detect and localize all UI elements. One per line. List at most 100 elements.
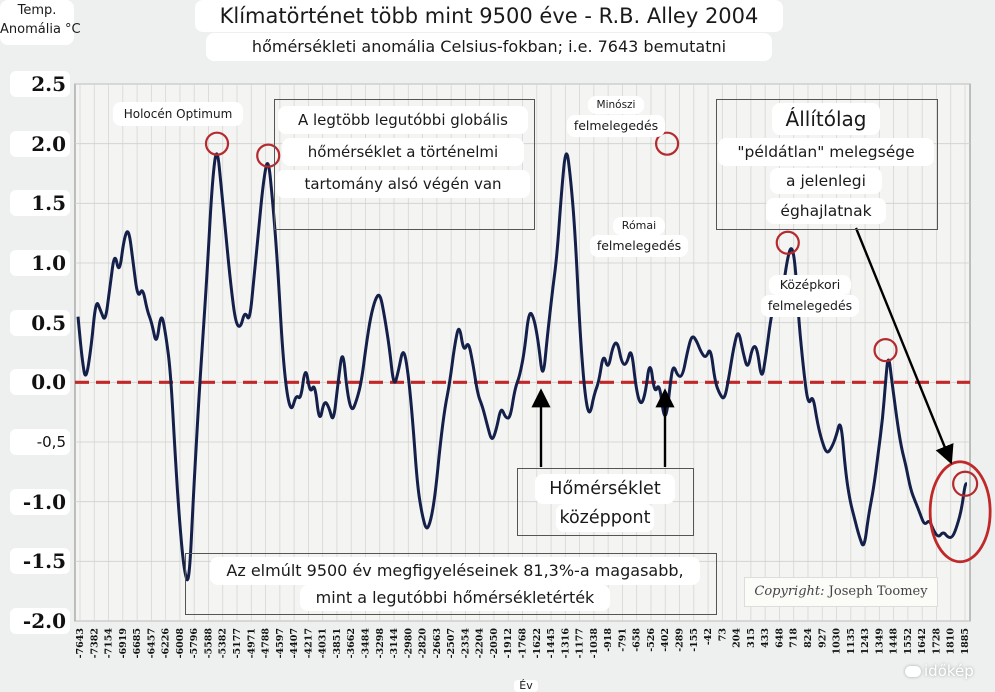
y-tick-label: 1.0	[10, 250, 70, 276]
center-line-2: középpont	[556, 504, 654, 532]
watermark: időkép	[905, 660, 989, 682]
x-tick-label: -1445	[546, 628, 557, 658]
x-tick-labels: -7643 -7382 -7154 -6919 -6685 -6457 -6226 -6008…	[75, 628, 971, 659]
x-tick-label: 1642	[917, 628, 928, 654]
y-tick-label: -1.5	[10, 548, 70, 575]
temperature-series-line	[76, 152, 968, 582]
y-axis-label-line2: Anomália °C	[0, 22, 81, 37]
x-tick-label: 1728	[931, 628, 942, 655]
x-tick-label: -6919	[118, 628, 129, 659]
x-tick-label: -4971	[246, 628, 257, 658]
x-tick-label: 1243	[860, 628, 871, 654]
unprecedented-line-1: Állítólag	[772, 103, 880, 135]
x-tick-label: -526	[646, 628, 657, 652]
x-tick-label: -2980	[403, 628, 414, 659]
x-tick-label: 648	[774, 628, 785, 648]
x-tick-label: -2354	[460, 628, 471, 659]
annotation-roman-2: felmelegedés	[590, 235, 688, 257]
x-tick-label: 1810	[946, 628, 957, 655]
peak-highlight-circle	[654, 131, 680, 156]
annotation-medieval-2: felmelegedés	[761, 295, 859, 317]
peak-highlight-circle	[256, 143, 281, 168]
x-tick-label: -5177	[232, 628, 243, 658]
x-tick-label: 1448	[889, 628, 900, 655]
x-tick-label: 433	[760, 628, 771, 648]
unprecedented-line-2: "példátlan" melegsége	[718, 138, 934, 166]
unprecedented-box	[716, 99, 938, 230]
y-axis-label-line1: Temp.	[17, 3, 57, 18]
x-tick-label: -4031	[318, 628, 329, 658]
x-tick-label: -3851	[332, 628, 343, 658]
center-box	[517, 468, 694, 536]
x-tick-label: -289	[675, 628, 686, 652]
x-tick-label: -5382	[218, 628, 229, 658]
x-axis-label: Év	[514, 680, 538, 692]
x-tick-label: -2820	[418, 628, 429, 659]
x-tick-label: -155	[689, 628, 700, 652]
x-tick-label: -1316	[560, 628, 571, 659]
x-tick-label: -3298	[375, 628, 386, 659]
annotation-arrows	[531, 227, 954, 467]
x-tick-label: 1552	[903, 628, 914, 654]
peak-highlight-circle	[204, 131, 230, 156]
x-tick-label: -2050	[489, 628, 500, 659]
x-tick-label: -918	[603, 628, 614, 652]
y-tick-label: -2.0	[10, 608, 70, 634]
x-tick-label: -7154	[104, 628, 115, 659]
x-tick-label: -1622	[532, 628, 543, 658]
y-tick-label: 2.0	[10, 130, 70, 157]
claim-box	[274, 99, 535, 230]
x-tick-label: -6008	[175, 628, 186, 659]
x-tick-label: 73	[717, 628, 728, 641]
x-tick-label: -42	[703, 628, 714, 645]
series-group	[76, 152, 968, 582]
y-tick-label: 0.5	[10, 309, 70, 336]
x-tick-label: 1885	[960, 628, 971, 654]
x-tick-label: -4217	[303, 628, 314, 658]
y-tick-label: 1.5	[10, 190, 70, 217]
annotation-medieval-1: Középkori	[769, 275, 851, 295]
y-tick-label: -0,5	[10, 429, 70, 455]
x-tick-label: -1912	[503, 628, 514, 658]
y-tick-label: 2.5	[10, 71, 70, 97]
stat-line-2: mint a legutóbbi hőmérsékletérték	[300, 585, 610, 611]
x-tick-label: -3662	[346, 628, 357, 658]
x-tick-label: -3484	[360, 628, 371, 659]
chart-title: Klímatörténet több mint 9500 éve - R.B. …	[195, 0, 783, 32]
x-tick-label: -4597	[275, 628, 286, 658]
copyright: Copyright: Joseph Toomey	[744, 577, 938, 607]
x-tick-label: -2507	[446, 628, 457, 658]
watermark-text: időkép	[924, 662, 974, 680]
x-tick-label: 1135	[846, 628, 857, 654]
peak-highlight-circle	[775, 230, 800, 255]
x-tick-label: -2663	[432, 628, 443, 658]
highlight-circles	[204, 131, 992, 564]
peak-highlight-circle	[873, 338, 898, 363]
y-axis-label: Temp. Anomália °C	[0, 0, 81, 45]
x-tick-label: -6226	[161, 628, 172, 659]
x-tick-label: -4788	[261, 628, 272, 659]
x-tick-label: -7643	[75, 628, 86, 658]
x-tick-label: -5588	[203, 628, 214, 659]
x-tick-label: -1768	[518, 628, 529, 659]
x-tick-label: -402	[660, 628, 671, 652]
x-tick-label: -6457	[146, 628, 157, 658]
x-tick-label: -1177	[575, 628, 586, 658]
chart-subtitle: hőmérsékleti anomália Celsius-fokban; i.…	[206, 33, 772, 61]
x-tick-label: 718	[789, 628, 800, 648]
annotation-minoan-2: felmelegedés	[567, 115, 665, 137]
y-tick-label: 0.0	[10, 369, 70, 396]
copyright-label: Copyright:	[754, 584, 825, 599]
center-line-1: Hőmérséklet	[535, 474, 675, 504]
x-tick-label: -2204	[475, 628, 486, 659]
x-tick-label: -4407	[289, 628, 300, 658]
claim-line-1: A legtöbb legutóbbi globális	[278, 106, 528, 134]
claim-line-3: tartomány alsó végén van	[276, 170, 530, 198]
x-tick-label: -658	[632, 628, 643, 652]
unprecedented-line-3: a jelenlegi	[770, 168, 882, 194]
x-tick-label: -3144	[389, 628, 400, 659]
unprecedented-line-4: éghajlatnak	[766, 198, 886, 224]
annotation-roman-1: Római	[613, 217, 665, 235]
x-tick-label: 315	[746, 628, 757, 648]
